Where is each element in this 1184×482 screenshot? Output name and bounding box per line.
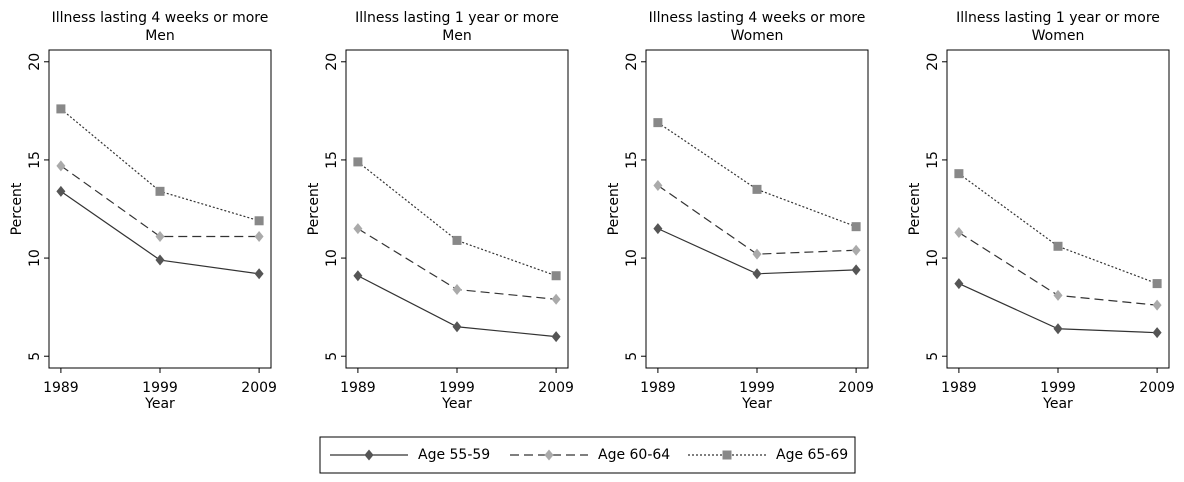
data-point — [1152, 299, 1162, 311]
x-tick-label: 1989 — [340, 380, 376, 396]
x-tick-label: 1999 — [439, 380, 475, 396]
data-point — [254, 216, 264, 226]
legend-label: Age 65-69 — [776, 447, 848, 463]
data-point — [551, 331, 561, 343]
x-axis-label: Year — [441, 396, 472, 412]
x-axis-label: Year — [1042, 396, 1073, 412]
data-point — [851, 264, 861, 276]
y-tick-label: 5 — [324, 352, 340, 361]
data-point — [353, 223, 363, 235]
y-tick-label: 10 — [624, 249, 640, 267]
data-point — [851, 244, 861, 256]
chart-subtitle: Women — [731, 28, 784, 44]
x-tick-label: 1999 — [1040, 380, 1076, 396]
data-point — [155, 230, 165, 242]
data-point — [155, 186, 165, 196]
x-tick-label: 2009 — [838, 380, 874, 396]
data-point — [954, 278, 964, 290]
y-tick-label: 15 — [27, 151, 43, 169]
legend-marker — [364, 449, 374, 461]
data-point — [1152, 279, 1162, 289]
series-line — [657, 184, 857, 255]
chart-subtitle: Women — [1032, 28, 1085, 44]
y-tick-label: 15 — [624, 151, 640, 169]
y-tick-label: 5 — [925, 352, 941, 361]
y-tick-label: 10 — [925, 249, 941, 267]
data-point — [353, 270, 363, 282]
chart-title: Illness lasting 1 year or more — [355, 10, 559, 26]
data-point — [653, 118, 663, 128]
data-point — [155, 254, 165, 266]
data-point — [452, 321, 462, 333]
data-point — [353, 157, 363, 167]
y-tick-label: 15 — [324, 151, 340, 169]
x-tick-label: 1999 — [739, 380, 775, 396]
chart-subtitle: Men — [145, 28, 175, 44]
data-point — [56, 160, 66, 172]
legend-marker — [544, 449, 554, 461]
data-point — [752, 184, 762, 194]
data-point — [1053, 289, 1063, 301]
legend-label: Age 60-64 — [598, 447, 670, 463]
data-point — [752, 248, 762, 260]
series-line — [958, 173, 1158, 285]
data-point — [452, 235, 462, 245]
y-tick-label: 20 — [27, 53, 43, 71]
x-tick-label: 1999 — [142, 380, 178, 396]
chart-title: Illness lasting 4 weeks or more — [52, 10, 269, 26]
y-axis-label: Percent — [9, 182, 25, 235]
chart-title: Illness lasting 4 weeks or more — [649, 10, 866, 26]
data-point — [254, 268, 264, 280]
legend-label: Age 55-59 — [418, 447, 490, 463]
data-point — [56, 185, 66, 197]
x-tick-label: 2009 — [538, 380, 574, 396]
data-point — [653, 223, 663, 235]
plot-frame — [48, 49, 272, 369]
series-line — [60, 108, 260, 222]
data-point — [551, 293, 561, 305]
y-tick-label: 10 — [324, 249, 340, 267]
x-axis-label: Year — [741, 396, 772, 412]
y-tick-label: 20 — [324, 53, 340, 71]
y-tick-label: 5 — [27, 352, 43, 361]
chart-title: Illness lasting 1 year or more — [956, 10, 1160, 26]
data-point — [954, 227, 964, 239]
series-line — [60, 165, 260, 238]
y-tick-label: 5 — [624, 352, 640, 361]
data-point — [452, 283, 462, 295]
data-point — [851, 222, 861, 232]
data-point — [254, 230, 264, 242]
x-axis-label: Year — [144, 396, 175, 412]
y-axis-label: Percent — [306, 182, 322, 235]
y-tick-label: 10 — [27, 249, 43, 267]
chart-subtitle: Men — [442, 28, 472, 44]
series-line — [357, 161, 557, 277]
data-point — [1152, 327, 1162, 339]
data-point — [56, 104, 66, 114]
y-tick-label: 15 — [925, 151, 941, 169]
data-point — [954, 169, 964, 179]
data-point — [1053, 241, 1063, 251]
plot-frame — [345, 49, 569, 369]
x-tick-label: 1989 — [640, 380, 676, 396]
y-tick-label: 20 — [925, 53, 941, 71]
y-tick-label: 20 — [624, 53, 640, 71]
data-point — [1053, 323, 1063, 335]
plot-frame — [946, 49, 1170, 369]
data-point — [653, 179, 663, 191]
data-point — [551, 271, 561, 281]
plot-frame — [645, 49, 869, 369]
x-tick-label: 1989 — [941, 380, 977, 396]
data-point — [752, 268, 762, 280]
x-tick-label: 2009 — [241, 380, 277, 396]
series-line — [657, 122, 857, 228]
x-tick-label: 1989 — [43, 380, 79, 396]
legend-marker — [722, 450, 732, 460]
x-tick-label: 2009 — [1139, 380, 1175, 396]
y-axis-label: Percent — [606, 182, 622, 235]
y-axis-label: Percent — [907, 182, 923, 235]
